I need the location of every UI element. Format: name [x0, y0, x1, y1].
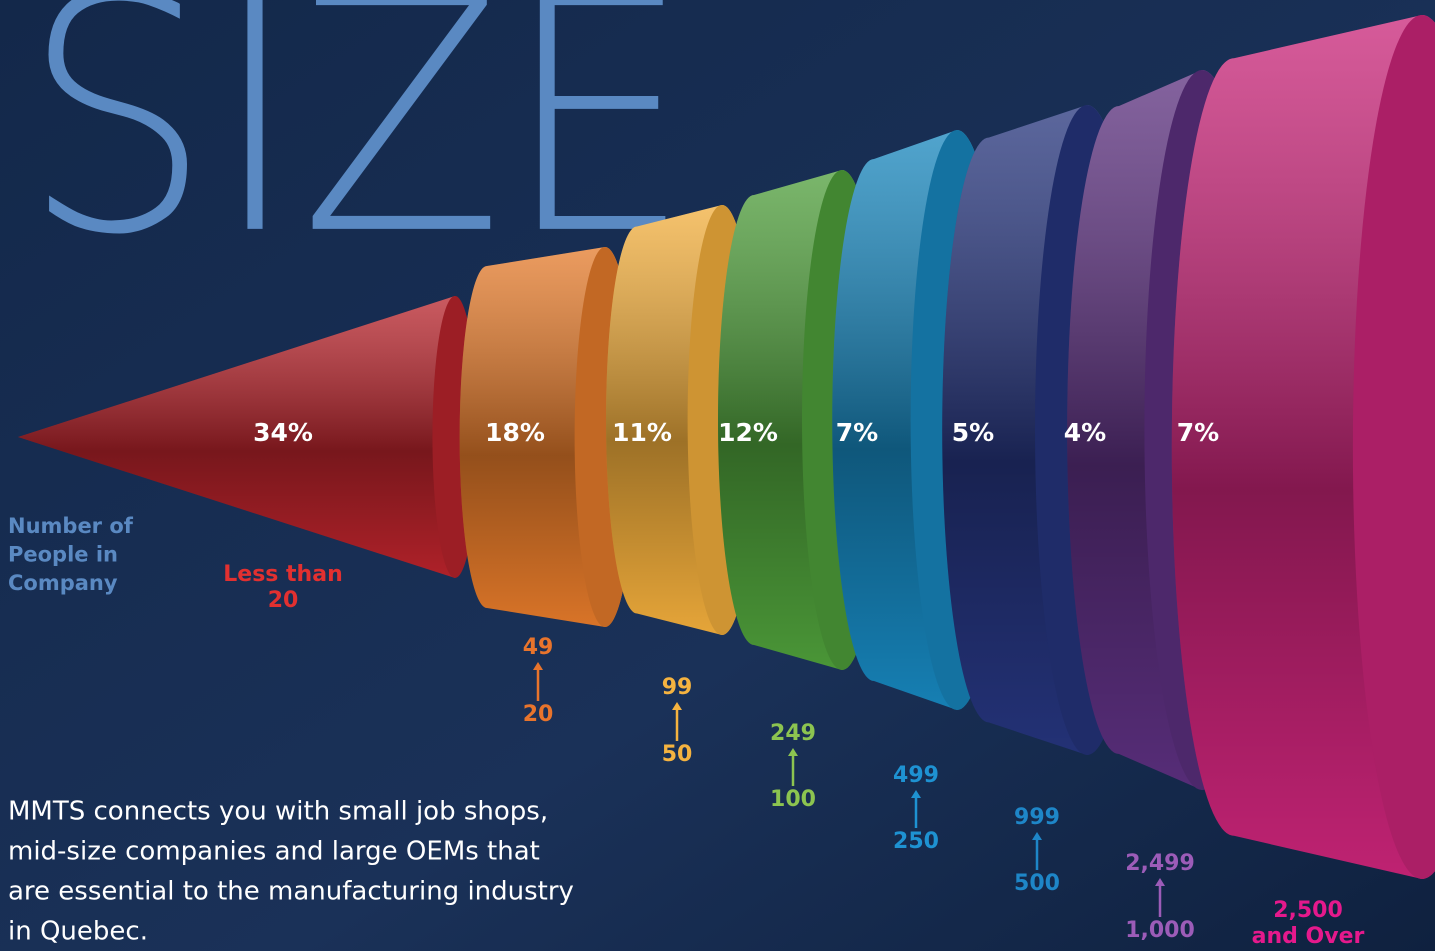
axis-label: People in [8, 543, 118, 567]
percent-label: 5% [952, 418, 994, 447]
range-label: 2,500 [1273, 898, 1343, 923]
range-label: 2,499 [1125, 851, 1195, 876]
note: in Quebec. [8, 917, 148, 947]
range-label: 20 [523, 702, 554, 727]
range-label: 250 [893, 829, 939, 854]
infographic: SIZE 34%Less than2018%492011%995012%2491… [0, 0, 1435, 951]
percent-label: 7% [836, 418, 878, 447]
range-label: Less than [223, 562, 342, 587]
range-label: 20 [268, 588, 299, 613]
range-label: 50 [662, 742, 693, 767]
percent-label: 18% [485, 418, 545, 447]
note: MMTS connects you with small job shops, [8, 797, 548, 827]
range-label: 1,000 [1125, 918, 1195, 943]
range-label: 99 [662, 675, 693, 700]
range-label: 500 [1014, 871, 1060, 896]
range-label: 49 [523, 635, 554, 660]
percent-label: 34% [253, 418, 313, 447]
range-label: 499 [893, 763, 939, 788]
percent-label: 12% [718, 418, 778, 447]
percent-label: 4% [1064, 418, 1106, 447]
range-label: 249 [770, 721, 816, 746]
axis-label: Number of [8, 514, 134, 538]
percent-label: 11% [612, 418, 672, 447]
note: mid-size companies and large OEMs that [8, 837, 540, 867]
range-label: 999 [1014, 805, 1060, 830]
range-label: 100 [770, 787, 816, 812]
axis-label: Company [8, 571, 118, 595]
note: are essential to the manufacturing indus… [8, 877, 574, 907]
percent-label: 7% [1177, 418, 1219, 447]
range-label: and Over [1252, 924, 1365, 949]
